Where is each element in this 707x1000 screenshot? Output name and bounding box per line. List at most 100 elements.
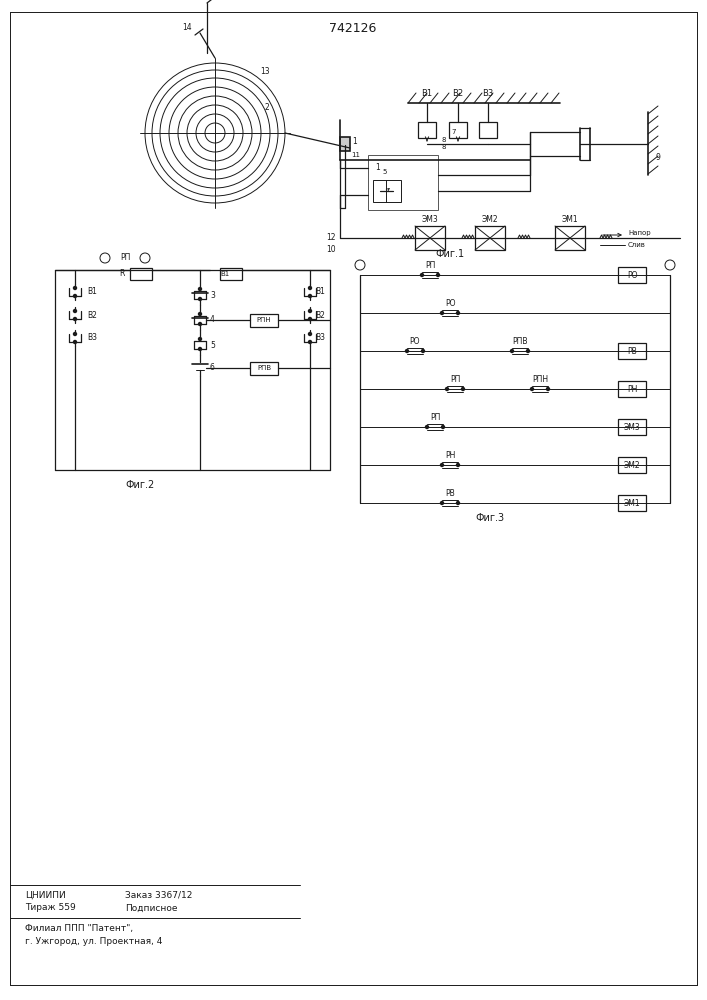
- Text: B2: B2: [452, 90, 464, 99]
- Bar: [415, 226, 445, 250]
- Text: ЭМ2: ЭМ2: [481, 216, 498, 225]
- Text: РН: РН: [445, 450, 455, 460]
- Text: B1: B1: [315, 288, 325, 296]
- Circle shape: [457, 502, 460, 504]
- Circle shape: [74, 310, 76, 312]
- Bar: [618, 419, 646, 435]
- Text: Слив: Слив: [628, 242, 646, 248]
- Text: РП: РП: [450, 374, 460, 383]
- Bar: [340, 137, 350, 151]
- Text: ЭМ2: ЭМ2: [624, 460, 641, 470]
- Text: Филиал ППП "Патент",: Филиал ППП "Патент",: [25, 924, 133, 932]
- Text: 8: 8: [442, 144, 446, 150]
- Bar: [373, 180, 401, 202]
- Text: 2: 2: [264, 104, 269, 112]
- Text: РПВ: РПВ: [513, 336, 527, 346]
- Bar: [250, 362, 278, 375]
- Text: B3: B3: [315, 334, 325, 342]
- Circle shape: [308, 318, 312, 320]
- Text: 11: 11: [351, 152, 360, 158]
- Text: РП: РП: [119, 253, 130, 262]
- Text: ЭМ1: ЭМ1: [561, 216, 578, 225]
- Bar: [368, 155, 438, 210]
- Text: B3: B3: [87, 334, 97, 342]
- Text: РО: РО: [445, 298, 455, 308]
- Text: РП: РП: [430, 412, 440, 422]
- Text: B1: B1: [221, 271, 230, 277]
- Bar: [220, 268, 242, 280]
- Text: РПН: РПН: [532, 374, 548, 383]
- Circle shape: [74, 294, 76, 298]
- Text: B1: B1: [87, 288, 97, 296]
- Circle shape: [440, 464, 443, 466]
- Text: РО: РО: [410, 336, 420, 346]
- Text: R: R: [119, 269, 125, 278]
- Text: 12: 12: [327, 233, 336, 242]
- Text: 1: 1: [353, 136, 357, 145]
- Bar: [618, 267, 646, 283]
- Circle shape: [462, 387, 464, 390]
- Text: РПВ: РПВ: [257, 365, 271, 371]
- Text: Фиг.2: Фиг.2: [125, 480, 155, 490]
- Circle shape: [74, 318, 76, 320]
- Bar: [555, 226, 585, 250]
- Text: 14: 14: [182, 23, 192, 32]
- Circle shape: [527, 350, 530, 353]
- Text: 9: 9: [656, 152, 661, 161]
- Bar: [618, 457, 646, 473]
- Circle shape: [436, 273, 440, 276]
- Text: Тираж 559: Тираж 559: [25, 904, 76, 912]
- Circle shape: [441, 426, 445, 428]
- Text: 3: 3: [210, 290, 215, 300]
- Circle shape: [421, 350, 424, 353]
- Text: 7: 7: [452, 129, 456, 135]
- Text: г. Ужгород, ул. Проектная, 4: г. Ужгород, ул. Проектная, 4: [25, 936, 163, 946]
- Circle shape: [547, 387, 549, 390]
- Text: РО: РО: [626, 270, 637, 279]
- Text: 6: 6: [210, 363, 215, 372]
- Text: 13: 13: [260, 66, 270, 76]
- Text: РПН: РПН: [257, 317, 271, 323]
- Circle shape: [199, 338, 201, 340]
- Circle shape: [421, 273, 423, 276]
- Circle shape: [74, 340, 76, 344]
- Circle shape: [510, 350, 513, 353]
- Text: Фиг.1: Фиг.1: [436, 249, 464, 259]
- Circle shape: [308, 286, 312, 290]
- Text: B1: B1: [421, 90, 433, 99]
- Text: ЭМ1: ЭМ1: [624, 498, 641, 508]
- Circle shape: [308, 294, 312, 298]
- Text: B3: B3: [482, 90, 493, 99]
- Circle shape: [199, 288, 201, 290]
- Text: B2: B2: [87, 310, 97, 320]
- Bar: [130, 268, 152, 280]
- Text: ЭМ3: ЭМ3: [421, 216, 438, 225]
- Bar: [418, 122, 436, 138]
- Circle shape: [74, 286, 76, 290]
- Circle shape: [426, 426, 428, 428]
- Circle shape: [308, 340, 312, 344]
- Bar: [449, 122, 467, 138]
- Circle shape: [530, 387, 534, 390]
- Text: Подписное: Подписное: [125, 904, 177, 912]
- Circle shape: [308, 332, 312, 336]
- Text: ЭМ3: ЭМ3: [624, 422, 641, 432]
- Circle shape: [440, 502, 443, 504]
- Circle shape: [199, 312, 201, 316]
- Text: 4: 4: [210, 316, 215, 324]
- Text: РН: РН: [627, 384, 637, 393]
- Bar: [618, 343, 646, 359]
- Bar: [475, 226, 505, 250]
- Circle shape: [457, 312, 460, 314]
- Circle shape: [199, 348, 201, 351]
- Text: ЦНИИПИ: ЦНИИПИ: [25, 890, 66, 900]
- Text: B2: B2: [315, 310, 325, 320]
- Circle shape: [457, 464, 460, 466]
- Text: РП: РП: [425, 260, 436, 269]
- Circle shape: [445, 387, 448, 390]
- Text: Фиг.3: Фиг.3: [475, 513, 505, 523]
- Text: РВ: РВ: [445, 488, 455, 497]
- Text: 8: 8: [442, 137, 446, 143]
- Circle shape: [74, 332, 76, 336]
- Text: Напор: Напор: [628, 230, 650, 236]
